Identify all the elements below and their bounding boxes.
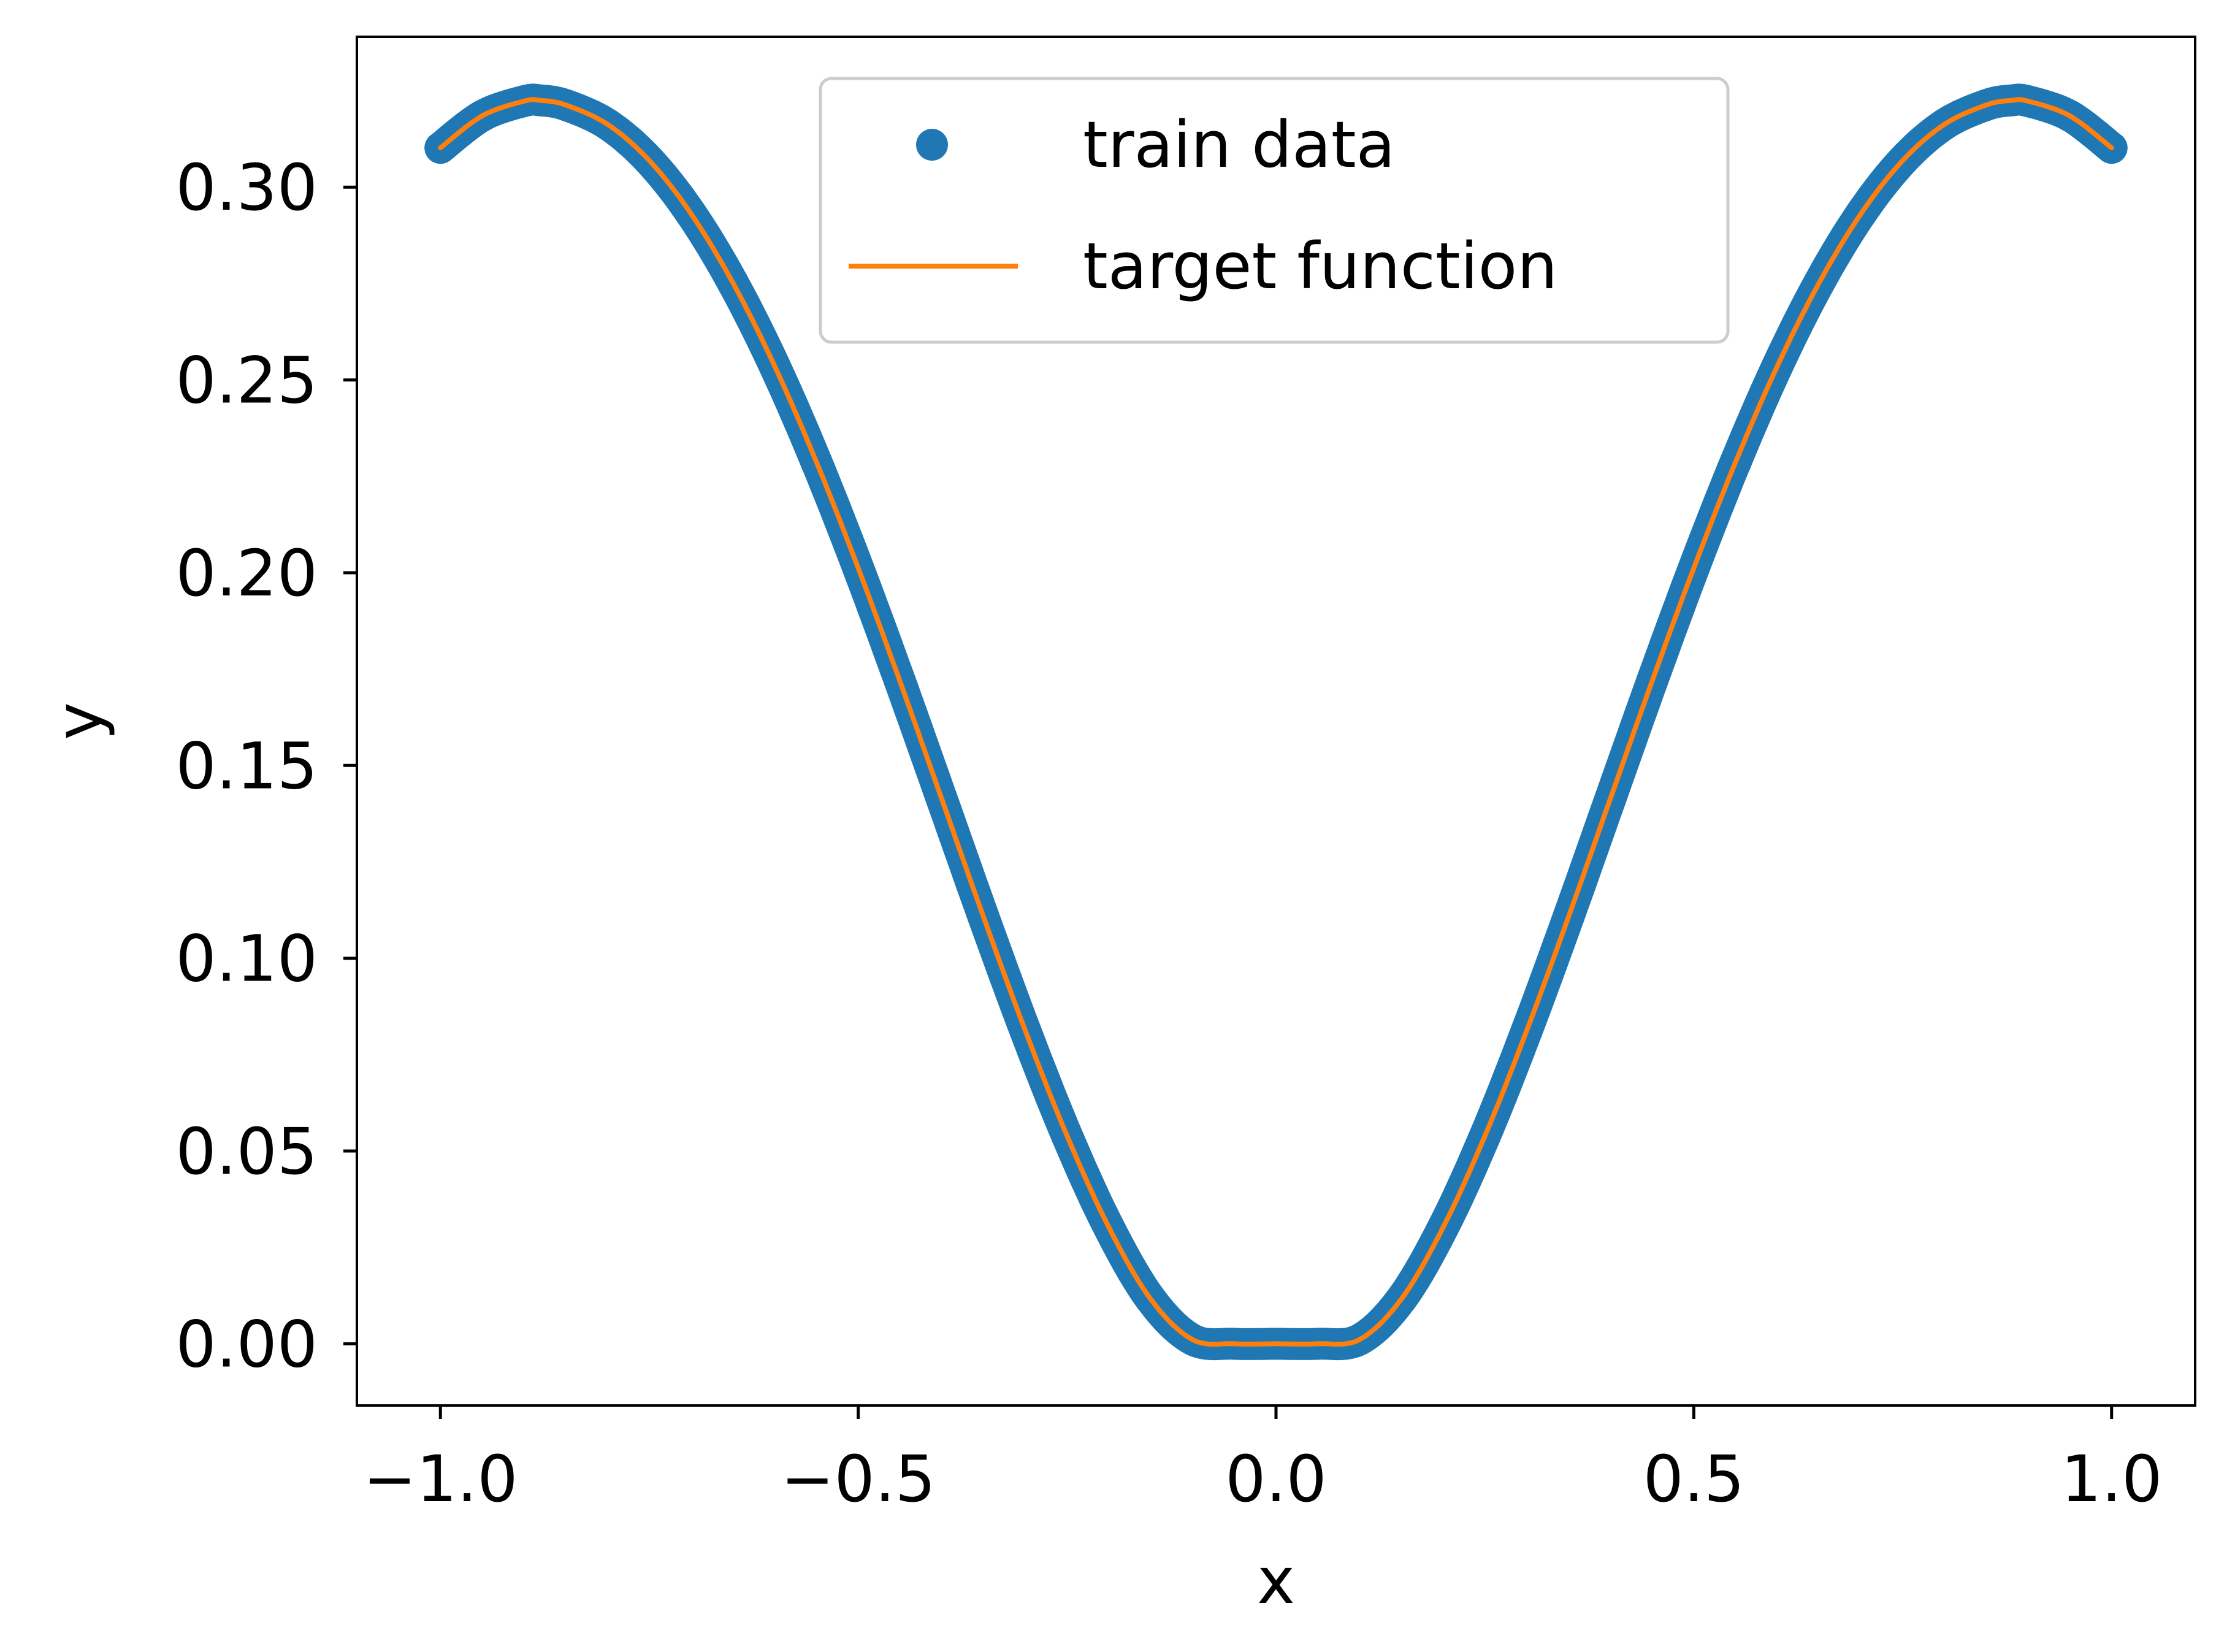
x-tick-label: 0.5	[1643, 1442, 1744, 1516]
x-tick-label: 0.0	[1225, 1442, 1326, 1516]
y-tick-label: 0.30	[175, 150, 318, 225]
legend-target-function-label: target function	[1083, 229, 1557, 304]
y-tick-label: 0.00	[175, 1307, 318, 1382]
legend-box	[819, 77, 1730, 344]
y-tick-label: 0.05	[175, 1114, 318, 1189]
y-axis-label: y	[42, 702, 117, 740]
x-tick-label: −1.0	[363, 1442, 518, 1516]
x-axis-label: x	[1257, 1543, 1295, 1618]
y-tick-label: 0.15	[175, 728, 318, 803]
y-axis-ticks: 0.00 0.05 0.10 0.15 0.20 0.25 0.30	[175, 150, 357, 1382]
x-tick-label: 1.0	[2061, 1442, 2162, 1516]
target-function-series	[438, 97, 2114, 1347]
y-tick-label: 0.25	[175, 343, 318, 418]
legend-train-data-marker	[916, 129, 948, 161]
target-function-line	[438, 97, 2114, 1347]
x-axis-ticks: −1.0 −0.5 0.0 0.5 1.0	[363, 1405, 2162, 1516]
legend-train-data-label: train data	[1083, 107, 1395, 182]
y-tick-label: 0.20	[175, 536, 318, 611]
x-tick-label: −0.5	[781, 1442, 936, 1516]
legend: train data target function	[819, 77, 1730, 344]
y-tick-label: 0.10	[175, 922, 318, 996]
